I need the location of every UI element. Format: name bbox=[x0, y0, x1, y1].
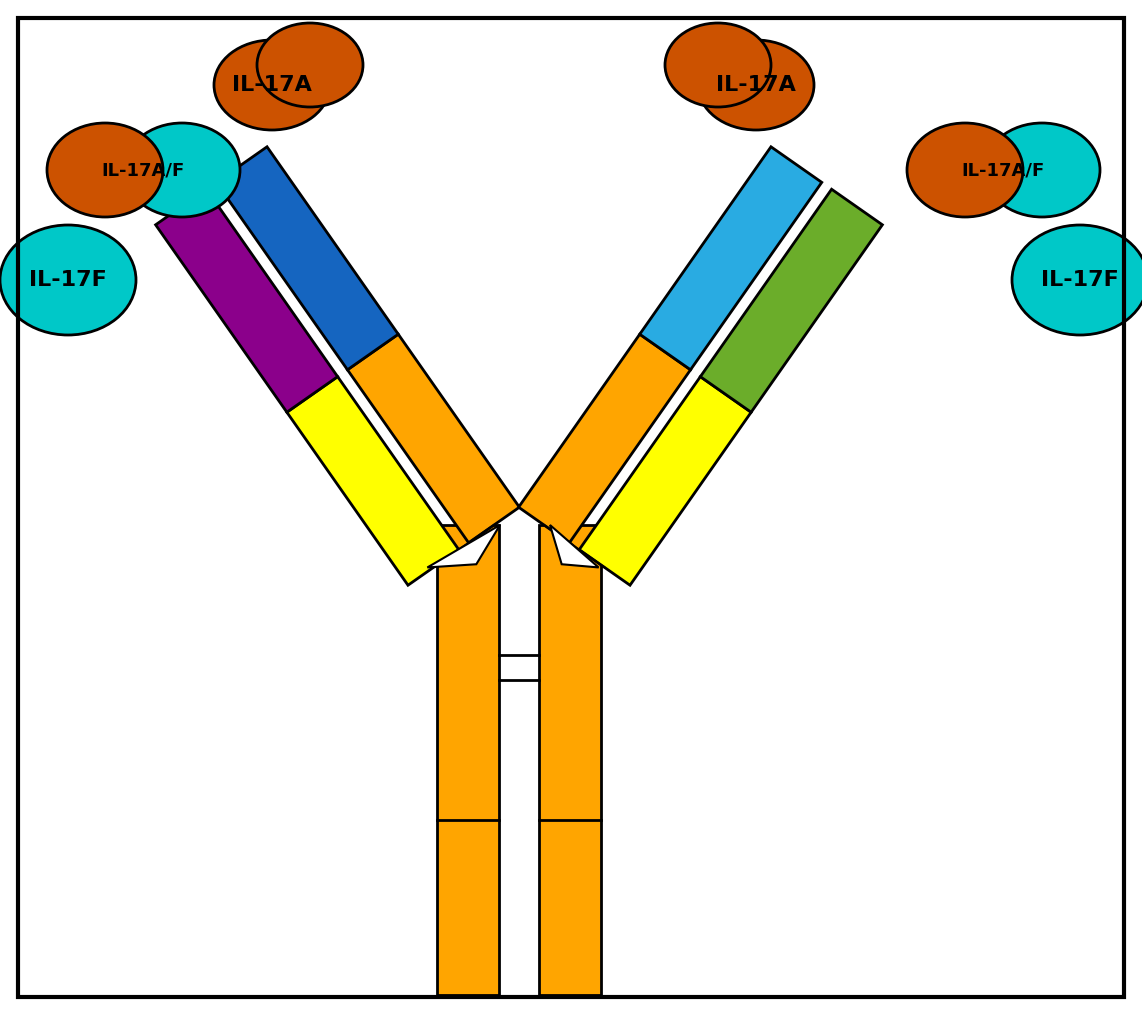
Polygon shape bbox=[579, 377, 751, 586]
Polygon shape bbox=[155, 189, 338, 412]
Text: IL-17A/F: IL-17A/F bbox=[102, 161, 185, 179]
Polygon shape bbox=[640, 147, 822, 369]
Text: IL-17A/F: IL-17A/F bbox=[962, 161, 1045, 179]
Text: IL-17A: IL-17A bbox=[716, 75, 796, 95]
Text: IL-17A: IL-17A bbox=[232, 75, 312, 95]
Ellipse shape bbox=[257, 23, 363, 107]
Text: IL-17F: IL-17F bbox=[30, 270, 107, 290]
Ellipse shape bbox=[665, 23, 771, 107]
Polygon shape bbox=[700, 189, 883, 412]
Polygon shape bbox=[216, 147, 399, 369]
Ellipse shape bbox=[0, 225, 136, 335]
Polygon shape bbox=[347, 334, 520, 543]
Ellipse shape bbox=[47, 123, 163, 217]
Polygon shape bbox=[427, 525, 500, 567]
Polygon shape bbox=[550, 525, 598, 567]
Ellipse shape bbox=[984, 123, 1100, 217]
Text: IL-17F: IL-17F bbox=[1042, 270, 1119, 290]
Polygon shape bbox=[539, 525, 601, 995]
Polygon shape bbox=[518, 334, 691, 543]
Ellipse shape bbox=[124, 123, 240, 217]
Polygon shape bbox=[287, 377, 459, 586]
Ellipse shape bbox=[1012, 225, 1142, 335]
Ellipse shape bbox=[214, 40, 330, 130]
Polygon shape bbox=[437, 525, 499, 995]
Ellipse shape bbox=[907, 123, 1023, 217]
Ellipse shape bbox=[698, 40, 814, 130]
